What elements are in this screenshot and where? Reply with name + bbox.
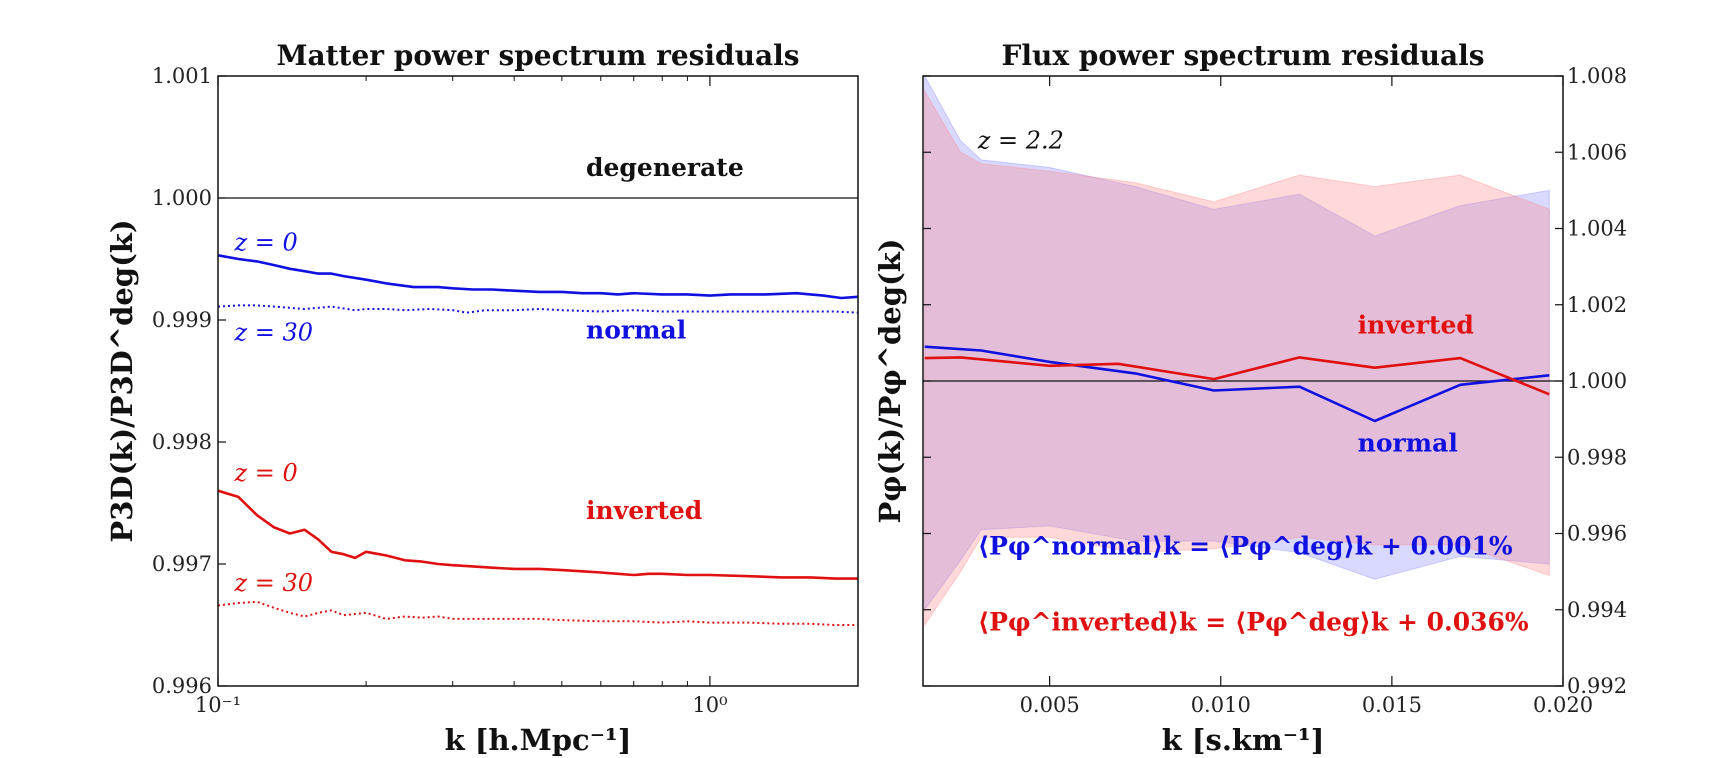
- series-normal-z-30-line: [217, 304, 859, 314]
- flux-y-axis-label: Pφ(k)/Pφ^deg(k): [873, 238, 907, 523]
- y-tick-label: 0.999: [152, 308, 212, 332]
- normal-band-area: [924, 74, 1550, 612]
- x-tick-label: 0.005: [1020, 693, 1080, 717]
- annotation-p-inverted-k-p-deg-k-0-036: ⟨Pφ^inverted⟩k = ⟨Pφ^deg⟩k + 0.036%: [978, 608, 1529, 637]
- annotation-z-0: z = 0: [233, 459, 297, 487]
- y-tick-label: 0.997: [152, 552, 212, 576]
- series-inverted-line: [924, 356, 1550, 396]
- y-tick-label: 0.998: [152, 430, 212, 454]
- annotation-normal: normal: [1358, 429, 1458, 458]
- annotation-normal: normal: [586, 315, 686, 344]
- matter-y-axis-label: P3D(k)/P3D^deg(k): [105, 219, 139, 542]
- flux-power-panel: Flux power spectrum residuals 0.992 0.994…: [873, 39, 1627, 757]
- annotation-z-0: z = 0: [233, 228, 297, 256]
- annotation-inverted: inverted: [1358, 310, 1474, 339]
- y-tick-label: 1.006: [1567, 140, 1627, 164]
- y-tick-label: 1.000: [152, 186, 212, 210]
- flux-panel-title: Flux power spectrum residuals: [1001, 39, 1484, 72]
- annotation-degenerate: degenerate: [586, 153, 744, 182]
- series-inverted-z-0-line: [217, 489, 858, 580]
- series-normal-z-0-line: [217, 254, 859, 300]
- x-tick-label: 10⁻¹: [195, 693, 241, 717]
- annotation-z-30: z = 30: [233, 569, 313, 597]
- series-normal-line: [924, 345, 1550, 423]
- matter-plot-frame: [217, 75, 859, 687]
- annotation-p-normal-k-p-deg-k-0-001: ⟨Pφ^normal⟩k = ⟨Pφ^deg⟩k + 0.001%: [978, 531, 1513, 560]
- x-tick-label: 0.015: [1362, 693, 1422, 717]
- y-tick-label: 1.008: [1567, 64, 1627, 88]
- y-tick-label: 1.002: [1567, 293, 1627, 317]
- matter-panel-title: Matter power spectrum residuals: [276, 39, 799, 72]
- inverted-band-area: [924, 89, 1550, 627]
- x-tick-label: 0.020: [1533, 693, 1593, 717]
- matter-power-panel: Matter power spectrum residuals 0.996 0.9…: [105, 39, 859, 757]
- x-tick-label: 0.010: [1191, 693, 1251, 717]
- x-tick-label: 10⁰: [692, 693, 727, 717]
- flux-x-axis-label: k [s.km⁻¹]: [1162, 723, 1325, 757]
- y-tick-label: 1.004: [1567, 217, 1627, 241]
- annotation-z-30: z = 30: [233, 319, 313, 347]
- y-tick-label: 0.998: [1567, 445, 1627, 469]
- series-inverted-z-30-line: [217, 600, 858, 626]
- annotation-inverted: inverted: [586, 496, 702, 525]
- y-tick-label: 1.001: [152, 64, 212, 88]
- y-tick-label: 1.000: [1567, 369, 1627, 393]
- annotation-z-2-2: z = 2.2: [977, 126, 1064, 154]
- y-tick-label: 0.996: [1567, 522, 1627, 546]
- y-tick-label: 0.992: [1567, 674, 1627, 698]
- matter-x-axis-label: k [h.Mpc⁻¹]: [445, 723, 632, 757]
- y-tick-label: 0.994: [1567, 598, 1627, 622]
- y-tick-label: 0.996: [152, 674, 212, 698]
